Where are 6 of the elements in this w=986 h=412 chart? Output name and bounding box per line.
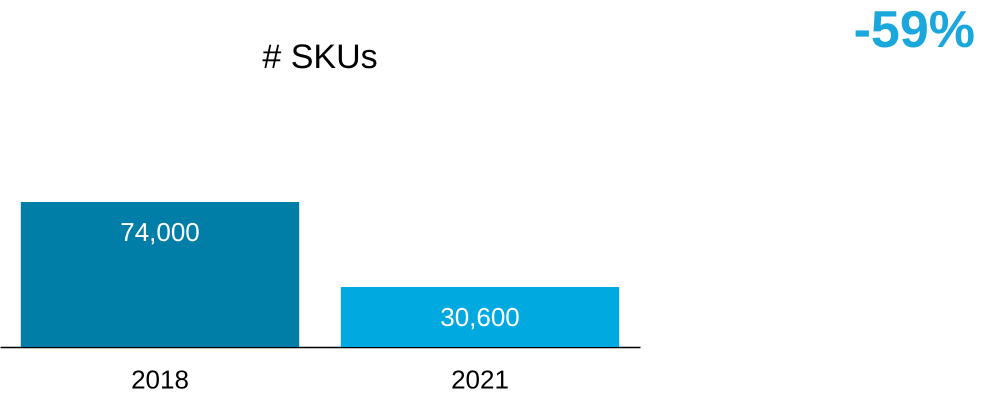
data-label: 74,000 <box>120 217 200 247</box>
text: -59% <box>854 1 975 59</box>
x-tick-label: 2021 <box>451 364 509 394</box>
data-label: 30,600 <box>440 302 520 332</box>
chart-title: # SKUs <box>262 38 378 76</box>
x-tick-label: 2018 <box>131 364 189 394</box>
